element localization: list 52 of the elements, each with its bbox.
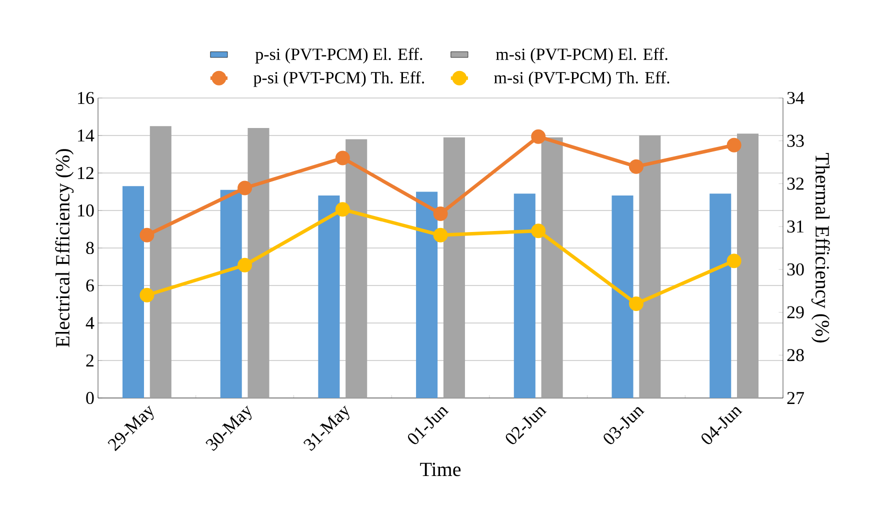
- point: [531, 129, 546, 144]
- point: [628, 159, 644, 174]
- point: [238, 258, 252, 272]
- bar: [541, 137, 563, 398]
- y2-tick-label: 30: [787, 263, 804, 276]
- point: [140, 228, 154, 242]
- point: [433, 206, 448, 221]
- legend-label: p-si (PVT-PCM) Th. Eff.: [254, 71, 424, 87]
- y2-tick-label: 34: [787, 92, 804, 104]
- y-tick-label: 0: [86, 392, 94, 404]
- bar: [514, 194, 536, 398]
- y-tick-label: 16: [78, 92, 94, 104]
- y2-tick-label: 29: [787, 306, 804, 318]
- bar: [612, 195, 634, 398]
- y2-tick-label: 31: [787, 220, 804, 233]
- y-tick-label: 14: [78, 130, 94, 142]
- bar: [220, 190, 242, 398]
- y-tick-label: 4: [86, 317, 94, 329]
- point: [140, 288, 154, 302]
- point: [726, 254, 742, 268]
- legend-label: m-si (PVT-PCM) El. Eff.: [496, 48, 668, 64]
- point: [335, 202, 350, 217]
- y2-axis-title: Thermal Efficiency (%): [811, 153, 830, 342]
- point: [335, 150, 350, 166]
- y2-tick-label: 32: [787, 178, 804, 190]
- y2-tick-label: 27: [787, 392, 804, 404]
- bar: [639, 135, 661, 398]
- bar: [416, 192, 438, 398]
- bar: [737, 134, 759, 398]
- y-tick-label: 8: [86, 242, 94, 254]
- bar: [318, 195, 340, 398]
- y-tick-label: 2: [86, 354, 94, 366]
- y-axis-title: Electrical Efficiency (%): [55, 149, 74, 348]
- y-tick-label: 12: [78, 167, 94, 179]
- y2-tick-label: 28: [787, 349, 804, 362]
- point: [726, 138, 742, 152]
- bar: [122, 186, 144, 398]
- point: [531, 224, 546, 238]
- bar: [346, 139, 368, 398]
- point: [433, 228, 448, 242]
- legend-label: p-si (PVT-PCM) El. Eff.: [255, 48, 422, 64]
- y2-tick-label: 33: [787, 134, 804, 147]
- y-tick-label: 10: [78, 204, 94, 217]
- legend-label: m-si (PVT-PCM) Th. Eff.: [494, 71, 670, 87]
- point: [238, 180, 252, 196]
- x-axis-title: Time: [420, 462, 461, 476]
- point: [628, 296, 644, 311]
- y-tick-label: 6: [86, 279, 94, 292]
- bar: [710, 194, 732, 398]
- bar: [443, 137, 465, 398]
- bar: [150, 126, 172, 398]
- bar: [248, 128, 270, 398]
